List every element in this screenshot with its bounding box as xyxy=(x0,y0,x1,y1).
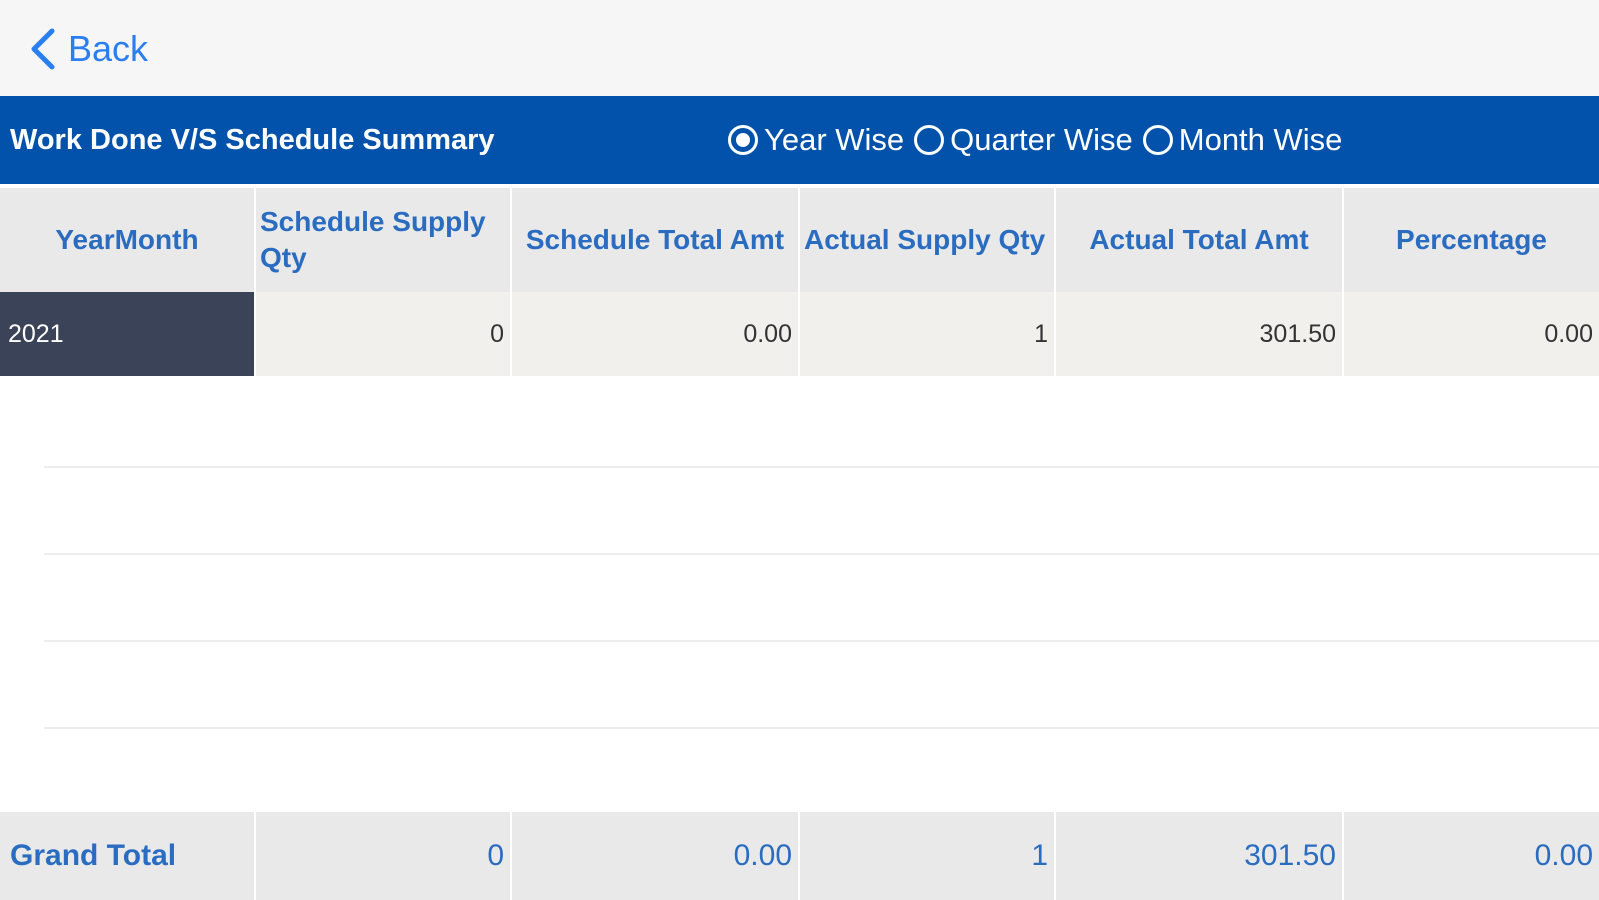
column-header-percentage[interactable]: Percentage xyxy=(1344,188,1599,292)
radio-year-wise[interactable]: Year Wise xyxy=(728,122,904,158)
total-actual-total-amt: 301.50 xyxy=(1056,812,1342,900)
page-title: Work Done V/S Schedule Summary xyxy=(10,124,495,156)
column-header-yearmonth[interactable]: YearMonth xyxy=(0,188,254,292)
chevron-left-icon xyxy=(31,28,55,70)
summary-title-bar: Work Done V/S Schedule Summary Year Wise… xyxy=(0,96,1599,184)
navigation-bar: Back xyxy=(0,0,1599,96)
back-label: Back xyxy=(68,28,149,69)
total-schedule-total-amt: 0.00 xyxy=(512,812,798,900)
column-header-actual-supply-qty[interactable]: Actual Supply Qty xyxy=(800,188,1054,292)
table-header-row: YearMonth Schedule Supply Qty Schedule T… xyxy=(0,188,1599,292)
back-button[interactable]: Back xyxy=(28,26,148,72)
table-row[interactable]: 2021 0 0.00 1 301.50 0.00 xyxy=(0,292,1599,376)
radio-unchecked-icon xyxy=(914,125,945,155)
total-schedule-supply-qty: 0 xyxy=(256,812,510,900)
row-divider xyxy=(44,640,1599,642)
grand-total-label: Grand Total xyxy=(0,812,254,900)
row-divider xyxy=(44,553,1599,555)
row-divider xyxy=(44,466,1599,468)
column-header-schedule-total-amt[interactable]: Schedule Total Amt xyxy=(512,188,798,292)
radio-checked-icon xyxy=(728,125,758,155)
cell-schedule-total-amt[interactable]: 0.00 xyxy=(512,292,798,376)
radio-label: Month Wise xyxy=(1178,122,1343,157)
radio-unchecked-icon xyxy=(1142,125,1173,155)
column-header-schedule-supply-qty[interactable]: Schedule Supply Qty xyxy=(256,188,510,292)
cell-actual-total-amt[interactable]: 301.50 xyxy=(1056,292,1342,376)
radio-quarter-wise[interactable]: Quarter Wise xyxy=(914,122,1133,158)
total-actual-supply-qty: 1 xyxy=(800,812,1054,900)
cell-percentage[interactable]: 0.00 xyxy=(1344,292,1599,376)
grand-total-row: Grand Total 0 0.00 1 301.50 0.00 xyxy=(0,812,1599,900)
radio-month-wise[interactable]: Month Wise xyxy=(1142,122,1343,158)
period-radio-group: Year Wise Quarter Wise Month Wise xyxy=(728,96,1352,184)
row-divider xyxy=(44,727,1599,729)
column-header-actual-total-amt[interactable]: Actual Total Amt xyxy=(1056,188,1342,292)
cell-yearmonth[interactable]: 2021 xyxy=(0,292,254,376)
radio-label: Quarter Wise xyxy=(950,122,1133,157)
total-percentage: 0.00 xyxy=(1344,812,1599,900)
radio-label: Year Wise xyxy=(764,122,905,157)
cell-schedule-supply-qty[interactable]: 0 xyxy=(256,292,510,376)
cell-actual-supply-qty[interactable]: 1 xyxy=(800,292,1054,376)
